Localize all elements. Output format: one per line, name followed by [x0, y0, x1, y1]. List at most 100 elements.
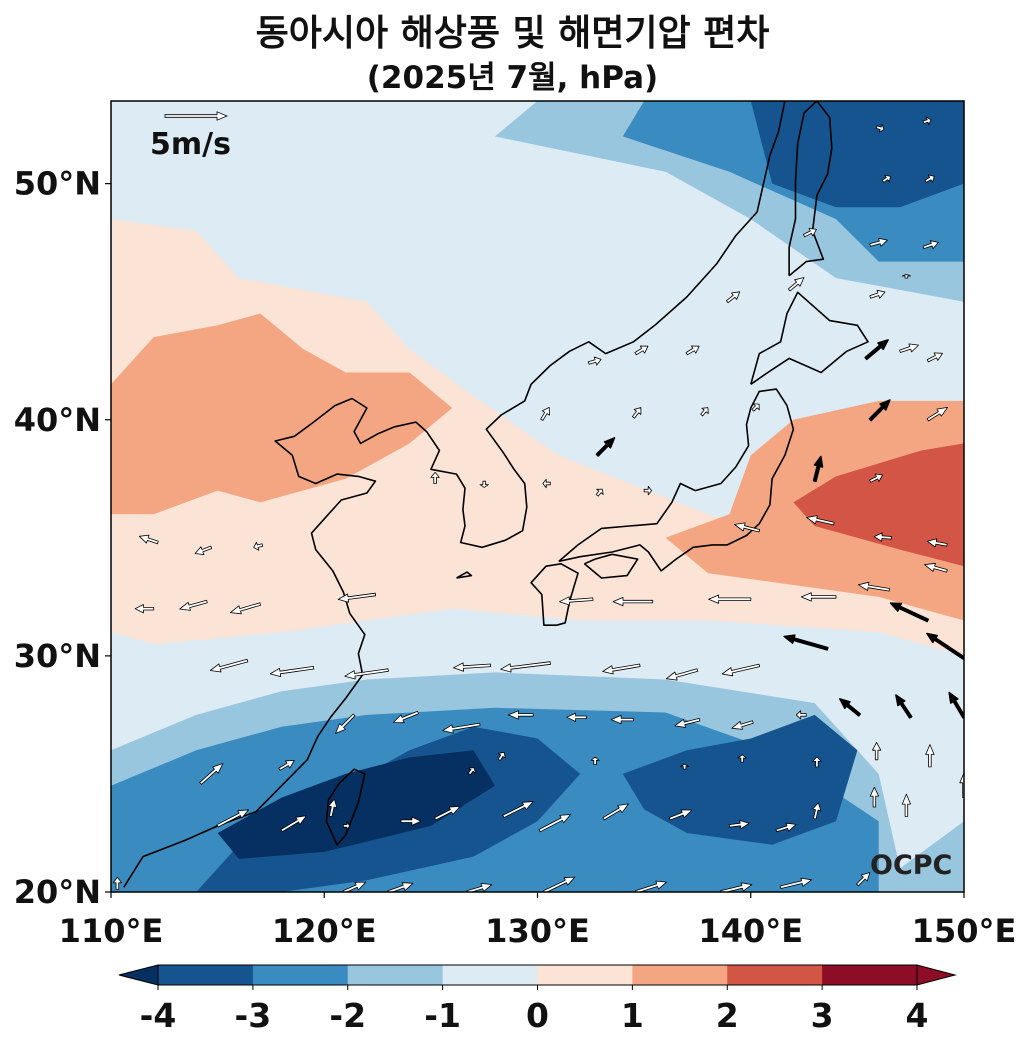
- wind-arrow: [803, 227, 817, 238]
- wind-arrow: [926, 632, 964, 660]
- wind-arrow: [806, 515, 835, 526]
- reference-vector-arrow: [164, 111, 229, 121]
- wind-arrow: [812, 455, 824, 483]
- wind-arrow: [959, 772, 964, 798]
- wind-arrow: [787, 277, 805, 292]
- wind-arrow: [922, 116, 932, 126]
- wind-arrow: [700, 407, 709, 417]
- wind-arrow: [466, 883, 493, 892]
- colorbar-tick-label: 3: [811, 996, 834, 1035]
- field-contour-12: [622, 714, 858, 845]
- wind-arrow: [864, 339, 889, 361]
- wind-arrow: [179, 599, 208, 611]
- wind-arrow: [775, 822, 797, 833]
- colorbar-segment: [727, 965, 823, 985]
- x-tick-label: 120°E: [272, 912, 377, 950]
- wind-arrow: [634, 345, 649, 356]
- wind-arrow: [479, 480, 489, 488]
- wind-vectors: [112, 116, 964, 892]
- wind-arrow: [685, 345, 700, 356]
- wind-arrow: [467, 767, 476, 776]
- colorbar-segment: [632, 965, 728, 985]
- wind-arrow: [335, 713, 356, 734]
- wind-arrow: [434, 806, 461, 821]
- wind-arrow: [869, 237, 888, 247]
- wind-arrow: [559, 596, 594, 606]
- wind-arrow: [873, 532, 892, 542]
- pressure-anomaly-field: [111, 101, 964, 892]
- wind-arrow: [948, 691, 964, 719]
- wind-arrow: [342, 881, 367, 892]
- wind-arrow: [721, 663, 760, 677]
- x-tick-label: 150°E: [912, 912, 1017, 950]
- colorbar-tick-label: -1: [424, 996, 461, 1035]
- wind-arrow: [899, 343, 919, 353]
- coastline-6: [788, 101, 833, 277]
- wind-arrow: [926, 406, 948, 422]
- y-tick-label: 20°N: [14, 873, 101, 911]
- x-tick-label: 110°E: [59, 912, 164, 950]
- wind-arrow: [500, 661, 551, 673]
- wind-arrow: [925, 744, 935, 768]
- field-contour-10: [750, 101, 964, 208]
- coastline-1: [325, 768, 366, 846]
- wind-arrow: [895, 694, 913, 719]
- map-subtitle: (2025년 7월, hPa): [366, 60, 659, 96]
- wind-arrow: [856, 872, 871, 887]
- wind-arrow: [134, 604, 155, 614]
- coastline-7: [456, 571, 473, 579]
- y-tick-label: 50°N: [14, 165, 101, 203]
- wind-arrow: [889, 602, 929, 623]
- wind-arrow: [199, 763, 224, 785]
- wind-arrow: [587, 356, 602, 366]
- reference-vector-label: 5m/s: [150, 127, 231, 162]
- wind-arrow: [734, 522, 760, 533]
- wind-arrow: [602, 663, 641, 675]
- wind-arrow: [540, 406, 550, 421]
- colorbar-segment: [822, 965, 918, 985]
- wind-arrow: [869, 786, 879, 808]
- wind-arrow: [731, 720, 754, 730]
- wind-arrow: [812, 802, 822, 820]
- wind-arrow: [278, 760, 295, 771]
- colorbar-segment: [442, 965, 538, 985]
- colorbar-segment: [252, 965, 349, 985]
- wind-arrow: [280, 815, 307, 833]
- wind-arrow: [610, 715, 634, 725]
- wind-arrow: [783, 634, 829, 651]
- wind-arrow: [542, 478, 551, 489]
- wind-arrow: [430, 471, 440, 484]
- wind-arrow: [680, 763, 690, 770]
- wind-arrow: [502, 801, 534, 818]
- wind-arrow: [872, 742, 882, 761]
- wind-arrow: [674, 718, 701, 728]
- wind-arrow: [230, 602, 262, 615]
- wind-arrow: [538, 814, 571, 833]
- wind-arrow: [922, 240, 939, 250]
- wind-arrow: [869, 473, 883, 483]
- colorbar-tick-label: 2: [716, 996, 739, 1035]
- coastline-5: [750, 291, 869, 385]
- wind-arrow: [812, 756, 822, 768]
- wind-arrow: [668, 809, 693, 821]
- wind-arrow: [112, 876, 122, 890]
- wind-arrow: [442, 722, 481, 734]
- wind-arrow: [881, 174, 891, 183]
- colorbar-tick-label: -2: [329, 996, 366, 1035]
- wind-arrow: [602, 803, 629, 821]
- wind-arrow: [869, 289, 886, 299]
- colorbar-extend-max: [916, 964, 957, 986]
- wind-arrow: [595, 488, 604, 497]
- reference-vector: [164, 111, 229, 121]
- wind-arrow: [726, 291, 741, 304]
- wind-arrow: [566, 712, 587, 722]
- wind-arrow: [392, 710, 420, 724]
- wind-arrow: [800, 592, 837, 602]
- field-contour-13: [217, 750, 495, 859]
- wind-arrow: [590, 756, 600, 765]
- coastline-3: [558, 388, 795, 572]
- wind-arrow: [138, 534, 159, 545]
- field-contour-0: [111, 101, 964, 420]
- x-axis: 110°E 120°E 130°E 140°E 150°E: [59, 892, 1017, 950]
- y-tick-label: 30°N: [14, 637, 101, 675]
